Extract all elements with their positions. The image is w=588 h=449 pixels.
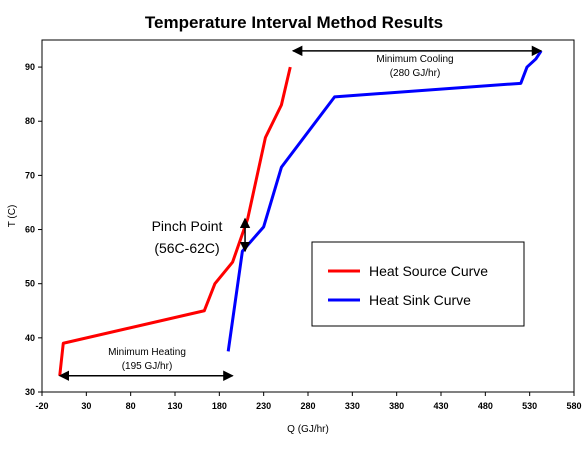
x-tick-label: 330 [345, 401, 360, 411]
x-axis-label: Q (GJ/hr) [287, 424, 329, 435]
x-tick-label: 530 [522, 401, 537, 411]
x-tick-label: 230 [256, 401, 271, 411]
x-tick-label: 380 [389, 401, 404, 411]
y-tick-label: 90 [25, 62, 35, 72]
x-tick-label: -20 [35, 401, 48, 411]
legend-label-heat-source: Heat Source Curve [369, 263, 488, 279]
plot-frame [41, 39, 575, 393]
x-tick-label: 430 [433, 401, 448, 411]
pinch-point-range: (56C-62C) [154, 240, 219, 256]
legend-box [311, 241, 525, 327]
x-axis-ticks: -20 30 80 130 180 230 280 330 380 430 480 530 580 [35, 392, 582, 411]
x-tick-label: 480 [478, 401, 493, 411]
y-tick-label: 30 [25, 387, 35, 397]
y-tick-label: 80 [25, 116, 35, 126]
x-tick-label: 30 [81, 401, 91, 411]
y-axis-ticks: 30 40 50 60 70 80 90 [25, 62, 42, 397]
minimum-heating-value: (195 GJ/hr) [122, 361, 173, 372]
legend-label-heat-sink: Heat Sink Curve [369, 292, 471, 308]
x-tick-label: 130 [167, 401, 182, 411]
series-layer [58, 50, 543, 376]
minimum-heating-label: Minimum Heating [108, 347, 186, 358]
pinch-point-label: Pinch Point [152, 218, 223, 234]
series-line-heat-source [58, 66, 292, 376]
x-tick-label: 180 [212, 401, 227, 411]
y-tick-label: 60 [25, 225, 35, 235]
y-tick-label: 50 [25, 279, 35, 289]
y-tick-label: 70 [25, 170, 35, 180]
legend: Heat Source Curve Heat Sink Curve [311, 241, 525, 327]
minimum-cooling-value: (280 GJ/hr) [390, 68, 441, 79]
minimum-cooling-label: Minimum Cooling [376, 54, 453, 65]
x-tick-label: 580 [566, 401, 581, 411]
x-tick-label: 80 [126, 401, 136, 411]
y-tick-label: 40 [25, 333, 35, 343]
chart-title: Temperature Interval Method Results [145, 13, 443, 32]
y-axis-label: T (C) [7, 205, 18, 228]
x-tick-label: 280 [300, 401, 315, 411]
